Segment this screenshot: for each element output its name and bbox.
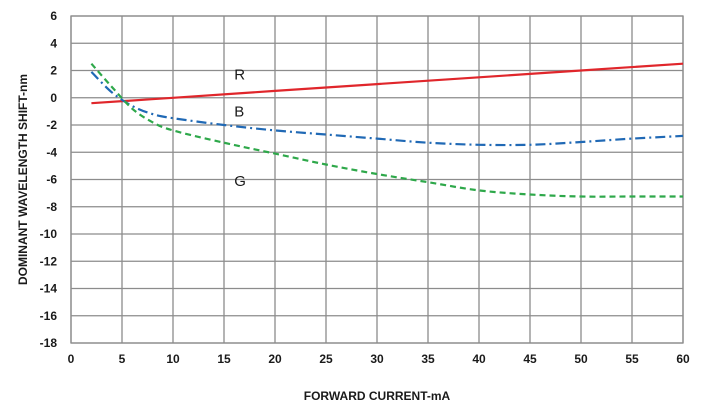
x-tick-label-0: 0 (68, 352, 75, 366)
y-axis-title: DOMINANT WAVELENGTH SHIFT-nm (16, 74, 30, 285)
x-tick-label-2: 10 (166, 352, 180, 366)
x-axis-title: FORWARD CURRENT-mA (304, 389, 451, 403)
x-tick-label-6: 30 (370, 352, 384, 366)
y-tick-label-9: -12 (40, 254, 58, 268)
y-tick-label-11: -16 (40, 309, 58, 323)
series-line-g (90, 62, 683, 198)
series-labels: R B G (234, 67, 246, 190)
y-tick-label-8: -10 (40, 227, 58, 241)
x-tick-label-1: 5 (119, 352, 126, 366)
y-tick-label-5: -4 (46, 145, 57, 159)
grid (70, 15, 684, 344)
series-label-r: R (234, 67, 245, 84)
y-tick-label-7: -8 (46, 200, 57, 214)
y-tick-label-10: -14 (40, 282, 58, 296)
series-lines (90, 62, 684, 198)
x-tick-label-7: 35 (421, 352, 435, 366)
y-tick-label-3: 0 (50, 91, 57, 105)
x-tick-label-9: 45 (523, 352, 537, 366)
y-tick-label-12: -18 (40, 336, 58, 350)
x-tick-label-8: 40 (472, 352, 486, 366)
y-tick-label-1: 4 (50, 36, 57, 50)
y-axis-ticks: 6 4 2 0 -2 -4 -6 -8 -10 -12 -14 -16 -18 (40, 9, 58, 350)
y-tick-label-6: -6 (46, 173, 57, 187)
y-tick-label-0: 6 (50, 9, 57, 23)
x-tick-label-3: 15 (217, 352, 231, 366)
x-tick-label-10: 50 (574, 352, 588, 366)
y-tick-label-4: -2 (46, 118, 57, 132)
series-label-b: B (234, 103, 244, 120)
plot-frame (70, 15, 684, 344)
series-line-r (91, 62, 684, 105)
x-tick-label-5: 25 (319, 352, 333, 366)
x-tick-label-11: 55 (625, 352, 639, 366)
x-tick-label-4: 20 (268, 352, 282, 366)
series-label-g: G (234, 173, 246, 190)
x-axis-ticks: 0 5 10 15 20 25 30 35 40 45 50 55 60 (68, 352, 690, 366)
x-tick-label-12: 60 (676, 352, 690, 366)
y-tick-label-2: 2 (50, 64, 57, 78)
